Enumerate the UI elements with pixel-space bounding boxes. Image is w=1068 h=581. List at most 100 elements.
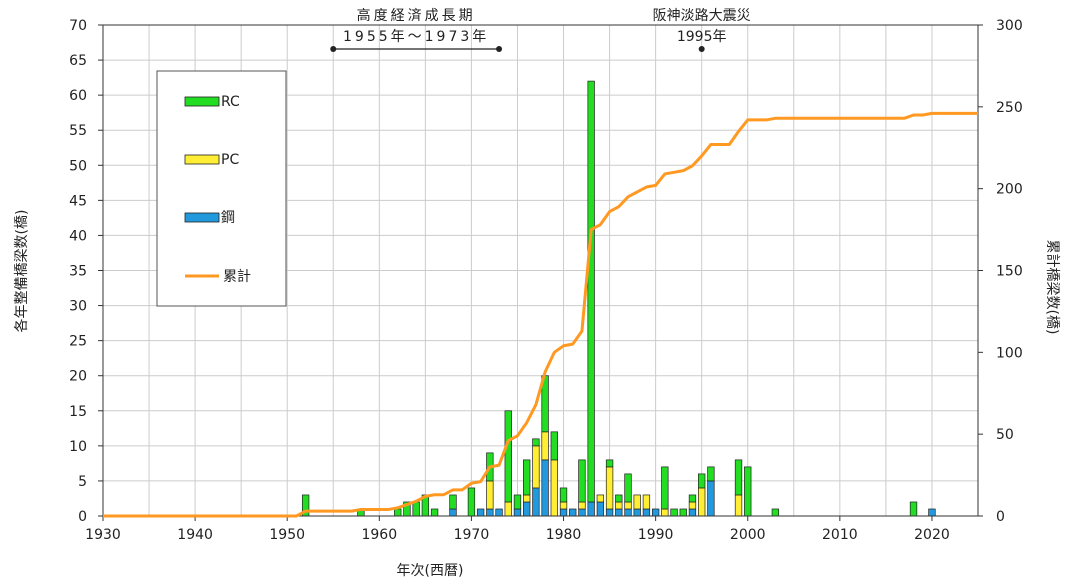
y-tick-label-45: 45	[69, 193, 87, 209]
y-tick-label-5: 5	[78, 474, 87, 490]
y2-tick-label-50: 50	[996, 427, 1014, 443]
bar-1987-pc	[624, 501, 632, 510]
bar-1972-steel	[486, 508, 494, 517]
bar-1990-steel	[651, 508, 660, 517]
legend-swatch-rc	[184, 96, 220, 107]
bar-1976-rc	[523, 459, 531, 496]
bar-1995-rc	[698, 473, 706, 489]
bar-1999-rc	[734, 459, 743, 496]
annotation-era-title: 高度経済成長期	[357, 7, 476, 24]
bar-1986-rc	[615, 494, 623, 503]
bar-1976-pc	[523, 494, 531, 503]
bar-1970-rc	[467, 487, 476, 517]
bar-1995-pc	[698, 487, 706, 517]
y-tick-label-15: 15	[69, 404, 87, 420]
bar-1984-steel	[596, 501, 605, 517]
y-tick-label-35: 35	[69, 264, 87, 280]
bar-1984-pc	[596, 494, 605, 503]
bar-1987-rc	[624, 473, 632, 503]
bar-1980-rc	[559, 487, 568, 503]
y-tick-label-0: 0	[78, 509, 87, 525]
legend-label-pc: PC	[221, 152, 239, 168]
y-axis-title-left: 各年整備橋梁数(橋)	[14, 210, 30, 333]
bar-1975-steel	[513, 508, 522, 517]
bar-1974-rc	[504, 410, 512, 503]
bar-1968-rc	[449, 494, 457, 510]
bars	[301, 80, 936, 517]
y-tick-label-50: 50	[69, 158, 87, 174]
x-tick-label-1990: 1990	[638, 527, 674, 543]
x-tick-label-2000: 2000	[730, 527, 766, 543]
x-tick-label-2010: 2010	[822, 527, 858, 543]
y-tick-label-55: 55	[69, 123, 87, 139]
x-tick-label-1970: 1970	[454, 527, 490, 543]
bar-1974-pc	[504, 501, 512, 517]
bar-1996-steel	[707, 480, 715, 517]
bar-1973-steel	[495, 508, 503, 517]
bar-1977-rc	[532, 438, 540, 447]
bar-1987-steel	[624, 508, 632, 517]
y-tick-label-20: 20	[69, 369, 87, 385]
y-tick-label-70: 70	[69, 18, 87, 34]
bar-1986-pc	[615, 501, 623, 510]
y-tick-label-25: 25	[69, 334, 87, 350]
grid	[102, 24, 979, 517]
annotations: 高度経済成長期 1955年～1973年 阪神淡路大震災 1995年	[330, 7, 751, 52]
bar-1994-pc	[688, 501, 697, 510]
annotation-era-start-dot	[330, 46, 337, 52]
bar-1983-steel	[587, 501, 595, 517]
bar-1985-rc	[605, 459, 614, 468]
bar-1964-rc	[412, 501, 420, 517]
legend-swatch-steel	[184, 212, 220, 223]
bar-1994-steel	[688, 508, 697, 517]
y2-tick-label-0: 0	[996, 509, 1005, 525]
bar-1979-pc	[550, 459, 558, 517]
x-tick-label-1950: 1950	[269, 527, 305, 543]
bar-1989-pc	[642, 494, 651, 510]
x-tick-label-1940: 1940	[177, 527, 213, 543]
legend: RC PC 鋼 累計	[156, 70, 287, 307]
annotation-quake-dot	[698, 46, 705, 52]
bar-1975-rc	[513, 494, 522, 510]
y2-tick-label-300: 300	[996, 18, 1023, 34]
bar-1999-pc	[734, 494, 743, 517]
annotation-era-range: 1955年～1973年	[343, 29, 489, 45]
x-axis-title: 年次(西暦)	[397, 563, 464, 579]
bar-2020-steel	[928, 508, 936, 517]
y-tick-label-65: 65	[69, 53, 87, 69]
y2-tick-label-200: 200	[996, 182, 1023, 198]
bar-1977-pc	[532, 445, 540, 489]
bar-1985-steel	[605, 508, 614, 517]
legend-swatch-pc	[184, 154, 220, 165]
annotation-quake-year: 1995年	[677, 29, 727, 45]
bar-1994-rc	[688, 494, 697, 503]
y-tick-label-60: 60	[69, 88, 87, 104]
x-tick-label-1930: 1930	[85, 527, 121, 543]
bar-1980-steel	[559, 508, 568, 517]
bar-1962-rc	[394, 508, 402, 517]
annotation-quake-title: 阪神淡路大震災	[653, 8, 751, 24]
cumulative-line	[103, 111, 978, 518]
legend-box	[156, 70, 287, 307]
bar-1981-steel	[569, 508, 577, 517]
legend-label-cumulative: 累計	[223, 269, 251, 285]
bar-1982-pc	[578, 501, 586, 510]
bar-1980-pc	[559, 501, 568, 510]
y-tick-label-30: 30	[69, 299, 87, 315]
bar-1982-steel	[578, 508, 586, 517]
y2-tick-label-150: 150	[996, 264, 1023, 280]
x-tick-label-1980: 1980	[546, 527, 582, 543]
bar-1992-rc	[670, 508, 678, 517]
bar-1979-rc	[550, 431, 558, 461]
bar-1983-rc	[587, 80, 595, 503]
bar-1991-pc	[661, 508, 669, 517]
bar-1982-rc	[578, 459, 586, 503]
bar-1976-steel	[523, 501, 531, 517]
x-tick-label-2020: 2020	[914, 527, 950, 543]
bar-2018-rc	[909, 501, 918, 517]
bar-1986-steel	[615, 508, 623, 517]
bar-2000-rc	[744, 466, 752, 517]
bar-1977-steel	[532, 487, 540, 517]
y2-tick-label-100: 100	[996, 345, 1023, 361]
